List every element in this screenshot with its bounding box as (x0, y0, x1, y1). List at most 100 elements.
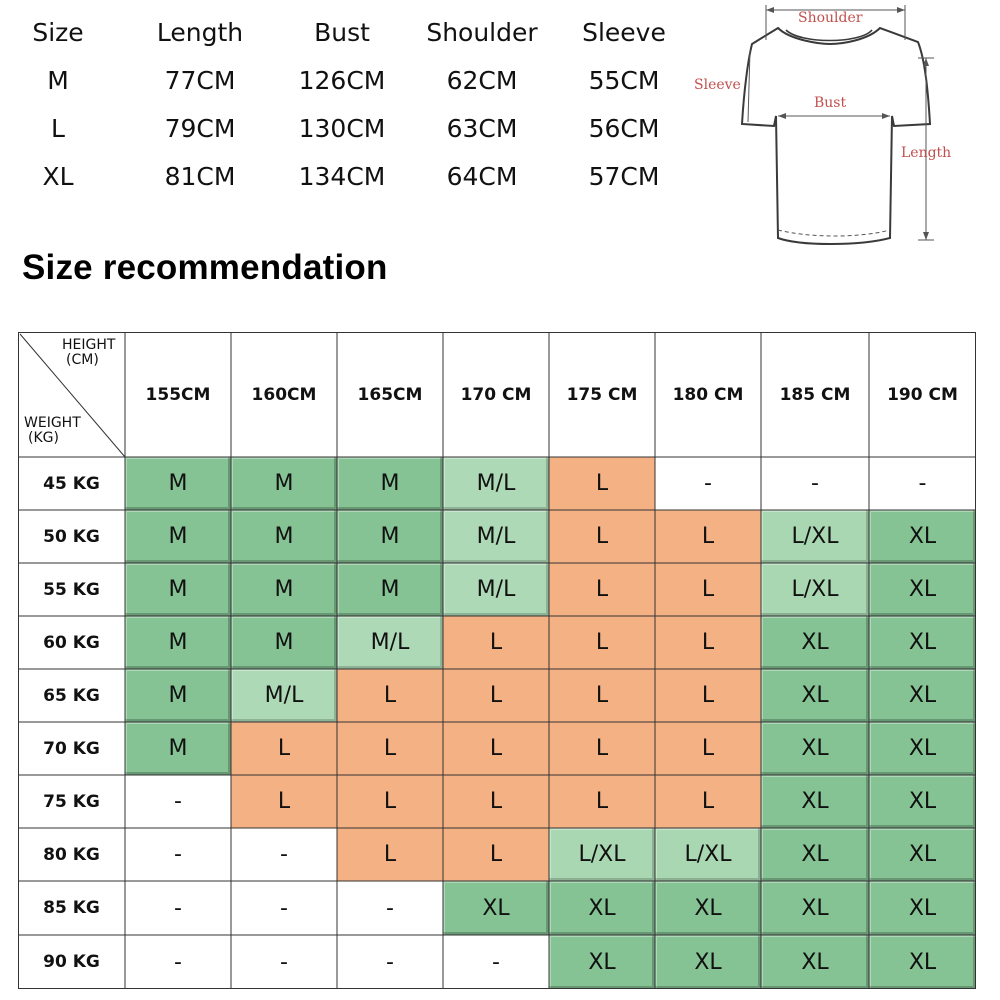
size-cell: - (443, 935, 549, 989)
size-cell: L (549, 775, 655, 828)
size-cell: XL (869, 616, 976, 669)
weight-header: 60 KG (43, 632, 100, 653)
size-chart-cell: 64CM (446, 162, 518, 191)
size-cell: - (125, 775, 231, 828)
height-header: 185 CM (779, 384, 851, 405)
size-cell: - (655, 457, 761, 510)
size-cell: L (337, 775, 443, 828)
size-cell: XL (761, 828, 869, 881)
size-cell: XL (655, 935, 761, 989)
length-label: Length (901, 145, 952, 161)
size-cell: XL (869, 722, 976, 775)
size-cell: L (549, 510, 655, 563)
size-cell: - (125, 935, 231, 989)
size-recommendation-table: HEIGHT (CM) WEIGHT (KG) 155CM 160CM 165CM 1… (18, 332, 976, 989)
weight-header: 65 KG (43, 685, 100, 706)
size-cell: M (231, 457, 337, 510)
weight-header: 85 KG (43, 898, 100, 918)
size-cell: - (231, 828, 337, 881)
size-cell: M (125, 457, 231, 510)
corner-height-label: HEIGHT (CM) (62, 338, 115, 368)
height-header: 190 CM (887, 384, 958, 405)
shoulder-label: Shoulder (798, 10, 863, 26)
size-chart-header: Sleeve (582, 18, 666, 47)
size-cell: L/XL (761, 563, 869, 616)
size-cell: L (337, 722, 443, 775)
size-cell: XL (869, 669, 976, 722)
size-cell: M (125, 563, 231, 616)
height-header: 180 CM (672, 384, 744, 405)
size-cell: L (655, 722, 761, 775)
size-chart-header: Length (156, 18, 244, 47)
weight-header: 50 KG (43, 526, 100, 547)
size-cell: L (549, 669, 655, 722)
size-cell: M/L (443, 510, 549, 563)
corner-height-text: HEIGHT (62, 337, 116, 353)
size-chart-cell: L (51, 114, 65, 143)
size-chart: Size Length Bust Shoulder Sleeve M 77CM 126CM 62… (0, 0, 690, 210)
size-cell: L (655, 669, 761, 722)
size-cell: M (231, 616, 337, 669)
size-cell: L (231, 722, 337, 775)
weight-header: 55 KG (43, 579, 100, 600)
size-chart-cell: 134CM (298, 162, 386, 191)
height-header: 155CM (145, 384, 211, 405)
size-cell: XL (761, 881, 869, 935)
section-title: Size recommendation (22, 248, 388, 287)
size-chart-cell: 126CM (298, 66, 386, 95)
size-cell: L (655, 563, 761, 616)
size-cell: L (443, 669, 549, 722)
size-cell: XL (869, 935, 976, 989)
size-cell: - (337, 881, 443, 935)
size-cell: L (655, 616, 761, 669)
size-cell: L/XL (761, 510, 869, 563)
height-header: 170 CM (460, 384, 532, 405)
size-cell: XL (761, 775, 869, 828)
size-cell: XL (761, 616, 869, 669)
size-cell: L (443, 722, 549, 775)
size-cell: XL (761, 935, 869, 989)
size-cell: - (761, 457, 869, 510)
height-header: 175 CM (566, 384, 638, 405)
size-cell: XL (761, 722, 869, 775)
size-cell: - (231, 881, 337, 935)
size-cell: M/L (443, 457, 549, 510)
corner-weight-label: WEIGHT (KG) (24, 416, 81, 446)
weight-header: 80 KG (43, 844, 100, 865)
size-cell: L (655, 510, 761, 563)
size-cell: M/L (443, 563, 549, 616)
size-cell: XL (761, 669, 869, 722)
weight-header: 45 KG (43, 473, 100, 494)
size-cell: XL (549, 881, 655, 935)
size-cell: XL (869, 828, 976, 881)
size-cell: M (231, 563, 337, 616)
size-cell: L (337, 669, 443, 722)
size-chart-header: Shoulder (426, 18, 538, 47)
weight-header: 70 KG (43, 738, 100, 759)
size-chart-cell: 81CM (164, 162, 236, 191)
size-chart-cell: 79CM (164, 114, 236, 143)
size-chart-header: Size (32, 18, 84, 47)
size-chart-cell: 63CM (446, 114, 518, 143)
bust-label: Bust (814, 95, 847, 111)
size-cell: M (125, 722, 231, 775)
size-chart-cell: 77CM (164, 66, 236, 95)
size-cell: XL (869, 510, 976, 563)
size-cell: XL (549, 935, 655, 989)
weight-header: 75 KG (43, 791, 100, 812)
corner-weight-unit: (KG) (28, 430, 59, 446)
tshirt-diagram: Shoulder Sleeve Bust Length (690, 0, 1000, 250)
size-cell: L (231, 775, 337, 828)
size-cell: L (443, 775, 549, 828)
size-chart-cell: 55CM (588, 66, 660, 95)
size-cell: - (869, 457, 976, 510)
size-cell: - (337, 935, 443, 989)
size-cell: L (549, 616, 655, 669)
size-chart-cell: 130CM (298, 114, 386, 143)
size-cell: M/L (231, 669, 337, 722)
size-cell: L/XL (655, 828, 761, 881)
size-chart-header: Bust (314, 18, 370, 47)
size-chart-cell: XL (42, 162, 74, 191)
size-chart-cell: 62CM (446, 66, 518, 95)
size-cell: XL (443, 881, 549, 935)
